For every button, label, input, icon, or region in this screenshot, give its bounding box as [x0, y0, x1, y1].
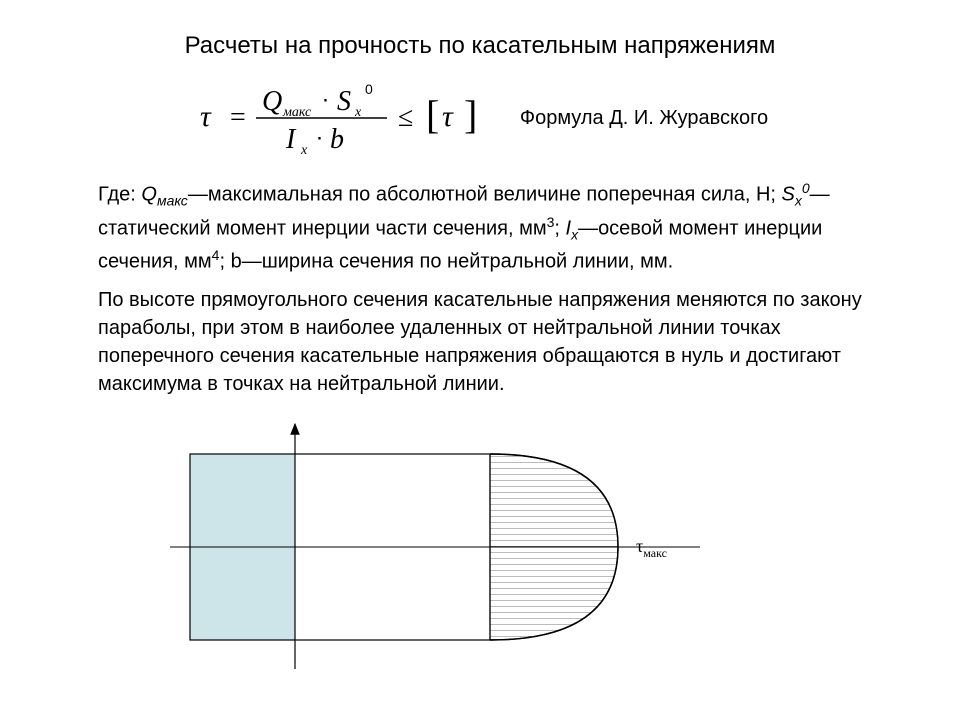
svg-text:I: I	[285, 124, 297, 155]
where-definitions: Где: Qмакс—максимальная по абсолютной ве…	[98, 178, 868, 277]
diagram: τмакс	[170, 414, 870, 694]
page-title: Расчеты на прочность по касательным напр…	[0, 32, 960, 60]
s-sub: x	[795, 193, 802, 209]
q-sub: макс	[157, 193, 188, 209]
i-sub: x	[571, 226, 578, 242]
paragraph: По высоте прямоугольного сечения касател…	[98, 286, 868, 398]
svg-text:≤: ≤	[398, 102, 413, 133]
svg-text:⋅: ⋅	[322, 88, 329, 113]
svg-text:0: 0	[365, 81, 373, 97]
sep2: ; b—ширина сечения по нейтральной линии,…	[219, 251, 673, 273]
svg-text:x: x	[354, 105, 362, 120]
parabola-fill	[490, 454, 618, 640]
sep1: ;	[554, 217, 565, 239]
formula-label: Формула Д. И. Журавского	[520, 107, 768, 130]
svg-text:макс: макс	[282, 105, 312, 120]
q-def: —максимальная по абсолютной величине поп…	[188, 184, 782, 206]
svg-text:[: [	[426, 92, 439, 137]
svg-text:=: =	[230, 102, 246, 133]
svg-text:⋅: ⋅	[316, 126, 323, 151]
svg-text:τ: τ	[442, 100, 454, 133]
svg-text:Q: Q	[262, 86, 282, 117]
svg-text:S: S	[337, 86, 351, 117]
where-prefix: Где:	[98, 184, 141, 206]
svg-text:τ: τ	[200, 100, 212, 133]
tau-max-label: τмакс	[636, 536, 667, 560]
s-sup: 0	[802, 180, 810, 196]
svg-text:b: b	[330, 124, 344, 155]
formula: τ = Q макс ⋅ S x 0 I x ⋅ b ≤ [ τ ]	[192, 78, 502, 158]
s-symbol: S	[782, 184, 795, 206]
q-symbol: Q	[141, 184, 157, 206]
svg-text:]: ]	[464, 92, 477, 137]
formula-row: τ = Q макс ⋅ S x 0 I x ⋅ b ≤ [ τ ] Форму…	[0, 78, 960, 158]
svg-text:x: x	[300, 143, 308, 158]
